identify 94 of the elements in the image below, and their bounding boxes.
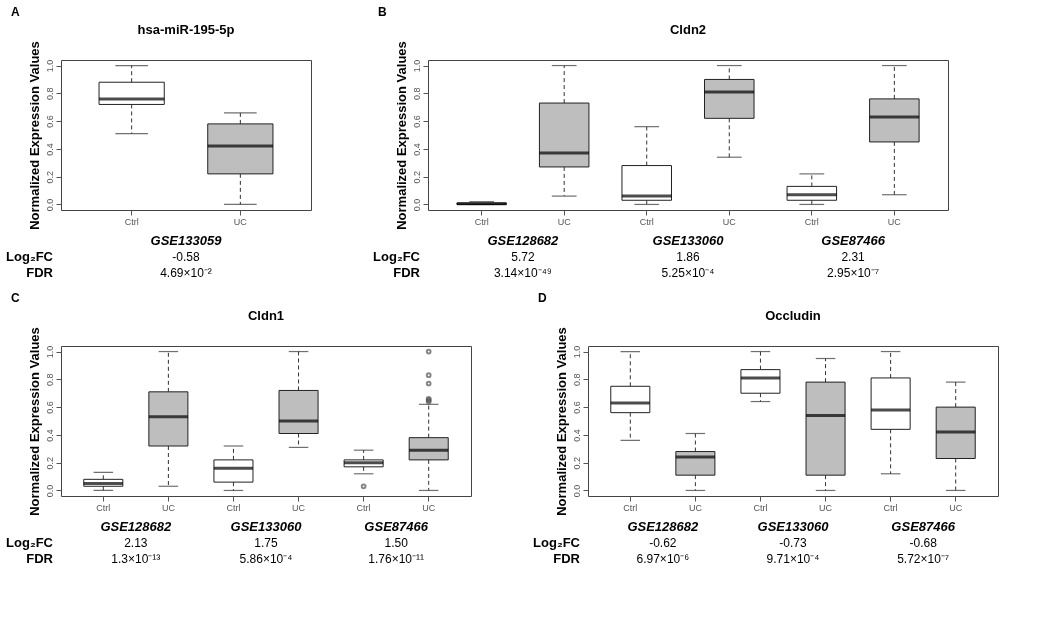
y-tick-label: 0.6 xyxy=(44,115,55,128)
x-tick-label: UC xyxy=(422,502,436,513)
text: 1.3×10⁻¹³ xyxy=(111,552,161,566)
text: GSE87466 xyxy=(821,233,886,248)
text: -0.58 xyxy=(172,250,200,264)
text: 2.13 xyxy=(124,536,148,550)
text: 2.95×10⁻⁷ xyxy=(827,266,880,280)
y-tick-label: 0.2 xyxy=(411,170,422,184)
text: 5.72 xyxy=(511,250,535,264)
y-tick-label: 0.2 xyxy=(44,456,55,470)
x-tick-label: Ctrl xyxy=(639,216,654,227)
x-tick-label: Ctrl xyxy=(474,216,489,227)
x-tick-label: Ctrl xyxy=(883,502,898,513)
text: 9.71×10⁻⁴ xyxy=(766,552,820,566)
text: 5.86×10⁻⁴ xyxy=(239,552,293,566)
x-tick-label: UC xyxy=(161,502,176,513)
y-tick-label: 0.6 xyxy=(44,401,55,414)
text: GSE128682 xyxy=(627,519,700,534)
y-tick-label: 1.0 xyxy=(44,345,55,359)
chart-title: Cldn2 xyxy=(669,21,707,37)
text: FDR xyxy=(393,265,421,280)
y-tick-label: 1.0 xyxy=(571,345,582,359)
text: A xyxy=(11,5,20,19)
y-tick-label: 0.8 xyxy=(44,87,55,101)
y-axis-title: Normalized Expression Values xyxy=(393,41,409,230)
y-tick-label: 0.6 xyxy=(411,115,422,128)
x-tick-label: UC xyxy=(887,216,902,227)
text: GSE87466 xyxy=(891,519,956,534)
y-tick-label: 0.2 xyxy=(571,456,582,470)
x-tick-label: Ctrl xyxy=(96,502,111,513)
text: GSE128682 xyxy=(487,233,560,248)
y-tick-label: 0.2 xyxy=(44,170,55,184)
text: -0.73 xyxy=(779,536,807,550)
text: D xyxy=(538,291,547,305)
x-tick-label: UC xyxy=(688,502,703,513)
text: 5.72×10⁻⁷ xyxy=(897,552,950,566)
y-tick-label: 0.4 xyxy=(44,429,55,442)
y-axis-title: Normalized Expression Values xyxy=(26,327,42,516)
text: 1.76×10⁻¹¹ xyxy=(368,552,425,566)
text: 1.86 xyxy=(676,250,700,264)
x-tick-label: Ctrl xyxy=(753,502,768,513)
x-tick-label: UC xyxy=(819,502,833,513)
text: -0.62 xyxy=(649,536,677,550)
text: FDR xyxy=(26,265,54,280)
text: 1.50 xyxy=(384,536,409,550)
text: C xyxy=(11,291,20,305)
text: GSE133060 xyxy=(652,233,725,248)
text: B xyxy=(378,5,387,19)
y-tick-label: 0.8 xyxy=(44,373,55,387)
y-tick-label: 0.0 xyxy=(411,198,422,212)
x-tick-label: UC xyxy=(292,502,306,513)
x-tick-label: Ctrl xyxy=(226,502,241,513)
y-axis-title: Normalized Expression Values xyxy=(26,41,42,230)
text: Log₂FC xyxy=(6,249,54,264)
x-tick-label: Ctrl xyxy=(804,216,819,227)
text: 4.69×10⁻² xyxy=(160,266,212,280)
x-tick-label: UC xyxy=(949,502,963,513)
y-tick-label: 0.0 xyxy=(571,484,582,498)
x-tick-label: Ctrl xyxy=(623,502,638,513)
text: GSE133060 xyxy=(757,519,830,534)
text: 6.97×10⁻⁶ xyxy=(636,552,690,566)
text: Log₂FC xyxy=(373,249,421,264)
y-tick-label: 0.8 xyxy=(571,373,582,387)
y-tick-label: 0.8 xyxy=(411,87,422,101)
y-tick-label: 0.0 xyxy=(44,484,55,498)
y-axis-title: Normalized Expression Values xyxy=(553,327,569,516)
y-tick-label: 0.4 xyxy=(44,143,55,156)
y-tick-label: 0.4 xyxy=(411,143,422,156)
text: Log₂FC xyxy=(533,535,581,550)
text: FDR xyxy=(26,551,54,566)
y-tick-label: 1.0 xyxy=(411,59,422,73)
y-tick-label: 1.0 xyxy=(44,59,55,73)
text: GSE128682 xyxy=(100,519,173,534)
text: FDR xyxy=(553,551,581,566)
text: GSE133059 xyxy=(150,233,223,248)
y-tick-label: 0.4 xyxy=(571,429,582,442)
x-tick-label: Ctrl xyxy=(124,216,139,227)
x-tick-label: Ctrl xyxy=(356,502,371,513)
text: Log₂FC xyxy=(6,535,54,550)
x-tick-label: UC xyxy=(557,216,572,227)
chart-title: Occludin xyxy=(765,307,821,323)
y-tick-label: 0.6 xyxy=(571,401,582,414)
text: 2.31 xyxy=(841,250,866,264)
x-tick-label: UC xyxy=(722,216,737,227)
text: 3.14×10⁻⁴⁹ xyxy=(493,266,552,280)
text: -0.68 xyxy=(909,536,938,550)
text: GSE133060 xyxy=(230,519,303,534)
text: 5.25×10⁻⁴ xyxy=(661,266,715,280)
text: 1.75 xyxy=(254,536,278,550)
y-tick-label: 0.0 xyxy=(44,198,55,212)
chart-title: hsa-miR-195-5p xyxy=(137,21,235,37)
chart-title: Cldn1 xyxy=(247,307,285,323)
text: GSE87466 xyxy=(364,519,429,534)
x-tick-label: UC xyxy=(233,216,248,227)
